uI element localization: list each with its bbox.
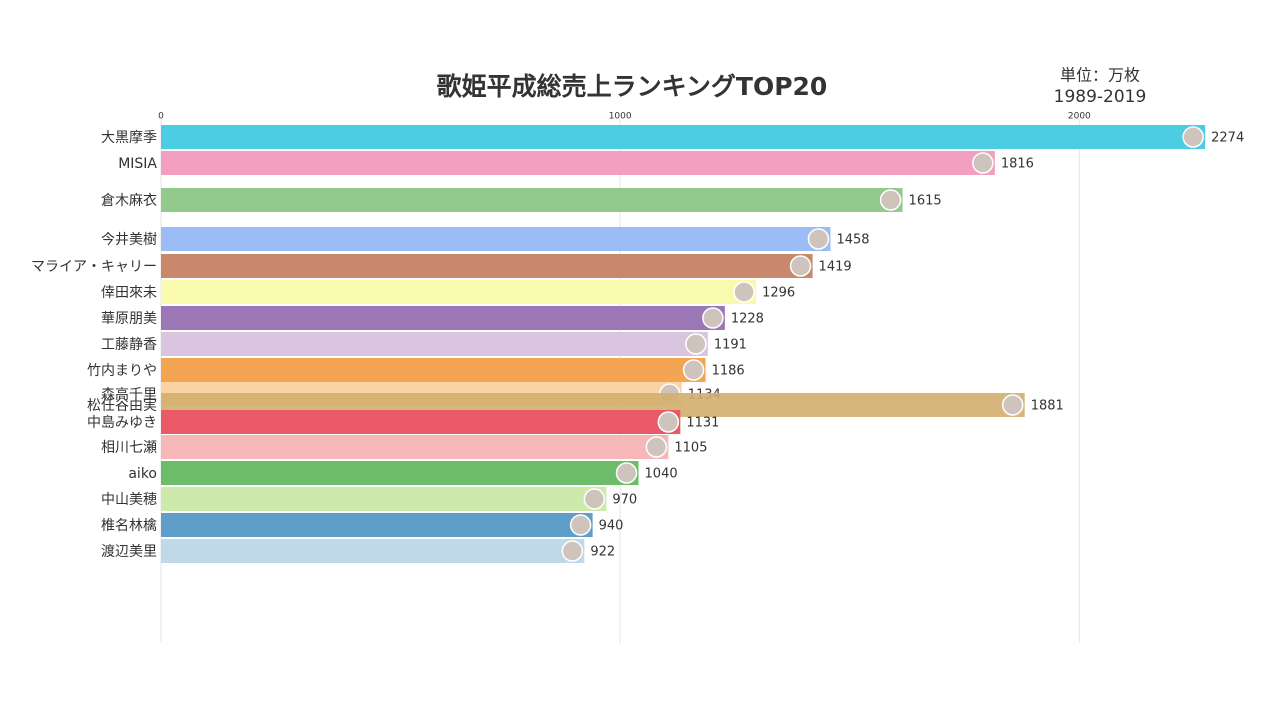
bar [161, 410, 681, 434]
category-label: 渡辺美里 [101, 544, 157, 560]
category-label: 椎名林檎 [101, 517, 157, 534]
bar [161, 280, 757, 304]
avatar [561, 540, 584, 562]
bar [161, 332, 708, 356]
x-tick-label: 2000 [1068, 112, 1091, 122]
category-label: MISIA [118, 156, 157, 172]
value-label: 1186 [712, 364, 745, 379]
category-label: 倖田來未 [101, 285, 157, 301]
category-label: 相川七瀬 [101, 440, 157, 456]
avatar [657, 411, 680, 433]
avatar [685, 333, 707, 355]
chart-title: 歌姫平成総売上ランキングTOP20 [437, 72, 828, 101]
bar [161, 435, 669, 459]
value-label: 1131 [686, 416, 719, 431]
avatar [645, 436, 668, 458]
category-label: 華原朋美 [101, 311, 157, 327]
avatar [1001, 394, 1024, 416]
value-label: 1296 [762, 286, 795, 301]
value-label: 1040 [645, 467, 678, 482]
bar [161, 306, 725, 330]
value-label: 1105 [674, 441, 707, 456]
value-label: 922 [590, 545, 615, 560]
bar [161, 151, 995, 175]
avatar [702, 307, 724, 329]
bar [161, 513, 593, 537]
bar [161, 487, 607, 511]
category-label: 中島みゆき [87, 415, 157, 431]
value-label: 2274 [1211, 131, 1244, 146]
x-tick-label: 1000 [609, 112, 632, 122]
bar [161, 125, 1206, 149]
unit-label: 単位：万枚 [1060, 66, 1140, 85]
value-label: 1615 [909, 194, 942, 209]
category-label: 倉木麻衣 [101, 193, 157, 209]
category-label: 中山美穂 [101, 492, 157, 508]
value-label: 970 [612, 493, 637, 508]
category-label: 工藤静香 [101, 337, 157, 353]
bar [161, 188, 903, 212]
value-label: 1881 [1031, 399, 1064, 414]
avatar [733, 281, 755, 303]
category-label: マライア・キャリー [31, 259, 157, 275]
avatar [583, 488, 606, 510]
avatar [615, 462, 638, 484]
avatar [972, 152, 994, 174]
x-tick-label: 0 [158, 112, 164, 122]
bar [161, 539, 585, 563]
avatar [682, 359, 705, 381]
category-label: 大黒摩季 [101, 129, 157, 146]
value-label: 1458 [836, 233, 869, 248]
period-label: 1989-2019 [1054, 87, 1147, 107]
avatar [807, 228, 830, 250]
category-label: 竹内まりや [87, 363, 157, 379]
value-label: 1191 [714, 338, 747, 353]
bar [161, 254, 813, 278]
value-label: 1816 [1001, 157, 1034, 172]
category-label: 松任谷由実 [87, 398, 157, 414]
category-label: 森高千里 [101, 386, 157, 403]
category-label: aiko [128, 466, 157, 482]
bar [161, 358, 706, 382]
avatar [789, 255, 812, 277]
bar [161, 461, 639, 485]
avatar [569, 514, 592, 536]
value-label: 1419 [819, 260, 852, 275]
category-label: 今井美樹 [101, 232, 157, 248]
avatar [879, 189, 902, 211]
bar [161, 227, 831, 251]
avatar [1182, 126, 1204, 148]
value-label: 940 [599, 519, 624, 534]
value-label: 1228 [731, 312, 764, 327]
